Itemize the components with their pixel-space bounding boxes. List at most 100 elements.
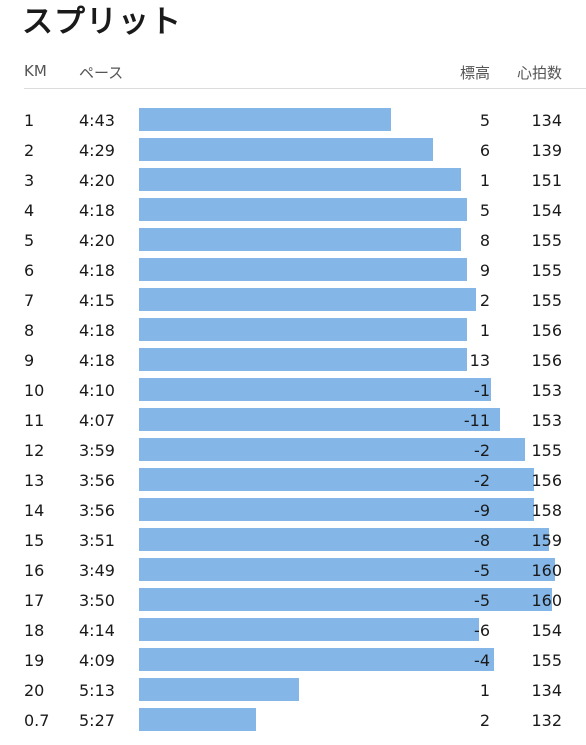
split-row: 20 5:13 1 134 [0,676,586,706]
split-row: 18 4:14 -6 154 [0,616,586,646]
split-pace: 3:56 [79,471,115,490]
split-km: 6 [24,261,35,280]
split-row: 12 3:59 -2 155 [0,436,586,466]
split-pace: 4:14 [79,621,115,640]
split-elevation: 9 [479,261,490,280]
header-divider [24,88,586,89]
split-elevation: 6 [479,141,490,160]
pace-bar [139,678,299,701]
split-pace: 3:49 [79,561,115,580]
split-row: 9 4:18 13 156 [0,346,586,376]
split-elevation: -5 [474,591,490,610]
pace-bar [139,288,476,311]
split-row: 16 3:49 -5 160 [0,556,586,586]
split-km: 17 [24,591,45,610]
pace-bar [139,558,555,581]
split-elevation: -8 [474,531,490,550]
split-elevation: 13 [469,351,490,370]
split-row: 4 4:18 5 154 [0,196,586,226]
split-heart-rate: 156 [531,351,562,370]
split-km: 0.7 [24,711,50,730]
split-pace: 4:18 [79,201,115,220]
split-km: 7 [24,291,35,310]
split-elevation: 2 [479,291,490,310]
split-elevation: -6 [474,621,490,640]
split-row: 1 4:43 5 134 [0,106,586,136]
split-row: 13 3:56 -2 156 [0,466,586,496]
pace-bar [139,588,552,611]
pace-bar [139,408,500,431]
pace-bar [139,108,391,131]
split-elevation: -4 [474,651,490,670]
split-row: 0.7 5:27 2 132 [0,706,586,736]
split-row: 8 4:18 1 156 [0,316,586,346]
split-km: 16 [24,561,45,580]
split-heart-rate: 154 [531,201,562,220]
pace-bar [139,498,534,521]
split-heart-rate: 158 [531,501,562,520]
split-row: 15 3:51 -8 159 [0,526,586,556]
split-km: 10 [24,381,45,400]
split-heart-rate: 132 [531,711,562,730]
split-elevation: -2 [474,441,490,460]
split-km: 12 [24,441,45,460]
splits-table-header: KM ペース 標高 心拍数 [0,58,586,86]
split-pace: 4:18 [79,351,115,370]
pace-bar [139,138,433,161]
split-heart-rate: 139 [531,141,562,160]
page-title: スプリット [22,4,182,40]
column-header-elevation: 標高 [459,64,490,82]
split-elevation: 1 [479,321,490,340]
split-elevation: 2 [479,711,490,730]
pace-bar [139,168,461,191]
pace-bar [139,318,467,341]
pace-bar [139,468,534,491]
split-row: 14 3:56 -9 158 [0,496,586,526]
split-row: 6 4:18 9 155 [0,256,586,286]
split-elevation: -9 [474,501,490,520]
split-pace: 4:15 [79,291,115,310]
split-pace: 4:10 [79,381,115,400]
pace-bar [139,618,479,641]
split-km: 5 [24,231,35,250]
split-pace: 3:50 [79,591,115,610]
split-km: 4 [24,201,35,220]
split-pace: 3:51 [79,531,115,550]
split-row: 3 4:20 1 151 [0,166,586,196]
split-elevation: -11 [463,411,490,430]
split-km: 18 [24,621,45,640]
split-heart-rate: 155 [531,651,562,670]
split-elevation: 1 [479,171,490,190]
split-pace: 3:56 [79,501,115,520]
pace-bar [139,258,467,281]
split-pace: 4:20 [79,171,115,190]
split-km: 13 [24,471,45,490]
split-elevation: 5 [479,201,490,220]
split-km: 11 [24,411,45,430]
split-km: 20 [24,681,45,700]
split-km: 9 [24,351,35,370]
split-pace: 4:18 [79,261,115,280]
split-km: 15 [24,531,45,550]
split-pace: 4:09 [79,651,115,670]
split-pace: 5:27 [79,711,115,730]
split-heart-rate: 134 [531,681,562,700]
column-header-km: KM [24,62,47,80]
column-header-heart-rate: 心拍数 [516,64,562,82]
split-heart-rate: 156 [531,321,562,340]
pace-bar [139,438,525,461]
split-heart-rate: 160 [531,561,562,580]
split-pace: 3:59 [79,441,115,460]
split-heart-rate: 156 [531,471,562,490]
split-pace: 5:13 [79,681,115,700]
split-elevation: -5 [474,561,490,580]
split-elevation: -1 [474,381,490,400]
split-heart-rate: 155 [531,261,562,280]
pace-bar [139,348,467,371]
pace-bar [139,708,256,731]
splits-list: 1 4:43 5 134 2 4:29 6 139 3 4:20 1 151 4 4:18 5 154 5 4:2… [0,106,586,736]
split-elevation: 5 [479,111,490,130]
split-pace: 4:20 [79,231,115,250]
split-row: 11 4:07 -11 153 [0,406,586,436]
pace-bar [139,648,494,671]
